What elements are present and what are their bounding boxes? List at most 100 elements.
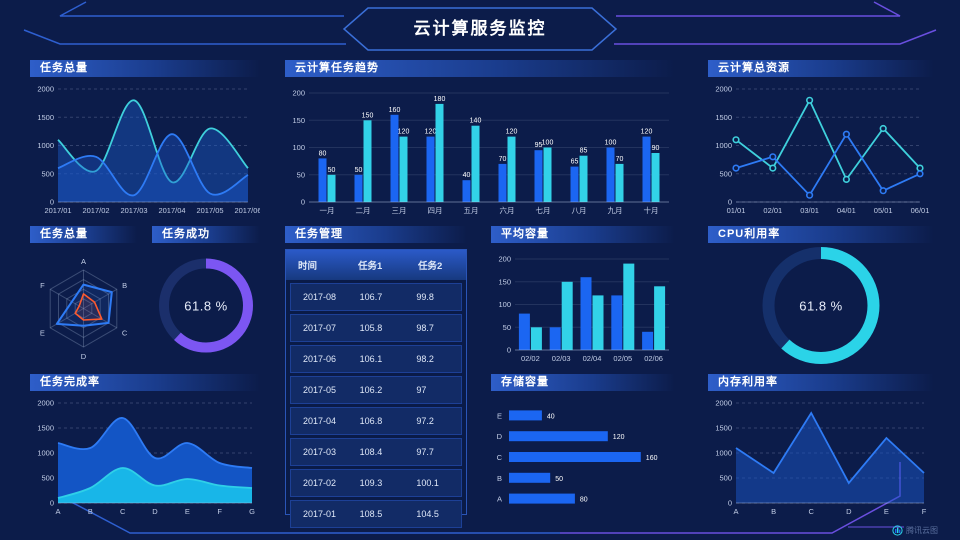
svg-text:100: 100: [605, 140, 617, 147]
svg-text:0: 0: [50, 198, 54, 207]
svg-text:2017/02: 2017/02: [82, 206, 109, 215]
panel-title: 平均容量: [491, 226, 675, 243]
svg-text:F: F: [217, 507, 222, 516]
svg-text:500: 500: [41, 474, 54, 483]
table-cell: 2017-08: [303, 292, 337, 302]
svg-text:50: 50: [328, 167, 336, 174]
svg-text:四月: 四月: [428, 206, 443, 215]
svg-text:1500: 1500: [37, 424, 54, 433]
svg-text:九月: 九月: [608, 206, 623, 215]
table-cell: 2017-04: [303, 416, 337, 426]
panel-title: 任务总量: [30, 226, 137, 243]
table-cell: 2017-03: [303, 447, 337, 457]
svg-text:40: 40: [547, 413, 555, 420]
cloud-task-trend-chart[interactable]: 0 50 100 150 200 一月 80 50 二月 50 150 三月 160 120 四月 120 18…: [285, 81, 675, 216]
table-header-row: 时间 任务1 任务2: [286, 250, 466, 280]
svg-text:C: C: [120, 507, 126, 516]
svg-text:C: C: [497, 453, 503, 462]
task-total-radar-chart[interactable]: A B C D E F: [30, 247, 137, 366]
task-success-donut[interactable]: 61.8 %: [152, 245, 260, 366]
cpu-usage-donut[interactable]: 61.8 %: [708, 245, 934, 366]
panel-cloud-total-resources: 云计算总资源 0 500 1000 1500 2000 01/01 02/01 03/01 04…: [708, 60, 934, 216]
svg-text:140: 140: [470, 118, 482, 125]
svg-text:C: C: [808, 507, 814, 516]
storage-capacity-chart[interactable]: E 40 D 120 C 160 B 50 A 80: [491, 395, 675, 517]
svg-text:02/04: 02/04: [583, 354, 602, 363]
svg-text:120: 120: [506, 129, 518, 136]
svg-text:02/01: 02/01: [763, 206, 782, 215]
svg-text:100: 100: [292, 143, 305, 152]
panel-task-total-line: 任务总量 0 500 1000 1500 2000 2017/01 2017/02 2017/…: [30, 60, 262, 216]
watermark: 腾讯云图: [892, 525, 938, 536]
svg-text:120: 120: [613, 434, 625, 441]
table-cell: 99.8: [416, 292, 434, 302]
svg-text:2017/04: 2017/04: [158, 206, 185, 215]
table-row[interactable]: 2017-05 106.2 97: [290, 376, 462, 404]
svg-text:0: 0: [301, 198, 305, 207]
table-row[interactable]: 2017-08 106.7 99.8: [290, 283, 462, 311]
table-cell: 2017-01: [303, 509, 337, 519]
svg-text:150: 150: [498, 277, 511, 286]
svg-text:B: B: [88, 507, 93, 516]
watermark-logo-icon: [892, 525, 903, 536]
svg-text:90: 90: [652, 145, 660, 152]
table-cell: 108.4: [359, 447, 383, 457]
svg-text:F: F: [922, 507, 927, 516]
table-cell: 97.7: [416, 447, 434, 457]
svg-text:150: 150: [362, 112, 374, 119]
svg-text:0: 0: [728, 198, 732, 207]
panel-title: CPU利用率: [708, 226, 934, 243]
table-cell: 2017-06: [303, 354, 337, 364]
svg-text:200: 200: [498, 255, 511, 264]
cloud-total-resources-chart[interactable]: 0 500 1000 1500 2000 01/01 02/01 03/01 04/01 05/0…: [708, 81, 934, 216]
svg-text:02/02: 02/02: [521, 354, 540, 363]
svg-text:E: E: [185, 507, 190, 516]
svg-text:F: F: [40, 281, 45, 290]
table-header-cell: 时间: [298, 261, 318, 272]
svg-text:0: 0: [507, 346, 511, 355]
table-cell: 104.5: [416, 509, 439, 519]
table-cell: 97.2: [416, 416, 434, 426]
svg-text:95: 95: [535, 142, 543, 149]
table-row[interactable]: 2017-07 105.8 98.7: [290, 314, 462, 342]
svg-text:85: 85: [580, 148, 588, 155]
task-completion-chart[interactable]: 0 500 1000 1500 2000 A B C D E F G: [30, 395, 260, 517]
svg-text:03/01: 03/01: [800, 206, 819, 215]
memory-usage-chart[interactable]: 0 500 1000 1500 2000 A B C D E F: [708, 395, 934, 517]
table-cell: 106.8: [359, 416, 383, 426]
table-cell: 2017-07: [303, 323, 337, 333]
svg-text:2000: 2000: [37, 85, 54, 94]
svg-text:五月: 五月: [464, 206, 479, 215]
panel-task-completion: 任务完成率 0 500 1000 1500 2000 A B C D E F G: [30, 374, 260, 517]
svg-text:80: 80: [580, 497, 588, 504]
svg-text:六月: 六月: [500, 205, 515, 215]
svg-text:50: 50: [555, 476, 563, 483]
svg-text:100: 100: [542, 140, 554, 147]
table-cell: 100.1: [416, 478, 439, 488]
table-header-cell: 任务1: [358, 261, 383, 272]
svg-text:A: A: [81, 257, 86, 266]
watermark-label: 腾讯云图: [906, 526, 938, 535]
table-cell: 106.1: [359, 354, 383, 364]
task-total-line-chart[interactable]: 0 500 1000 1500 2000 2017/01 2017/02 2017/03 201…: [30, 81, 261, 216]
panel-cpu-usage: CPU利用率 61.8 %: [708, 226, 934, 366]
svg-text:65: 65: [571, 159, 579, 166]
panel-memory-usage: 内存利用率 0 500 1000 1500 2000 A B C D E F: [708, 374, 934, 517]
svg-text:2017/06: 2017/06: [234, 206, 260, 215]
table-row[interactable]: 2017-03 108.4 97.7: [290, 438, 462, 466]
svg-text:40: 40: [463, 172, 471, 179]
table-cell: 109.3: [359, 478, 383, 488]
table-row[interactable]: 2017-04 106.8 97.2: [290, 407, 462, 435]
table-cell: 98.7: [416, 323, 434, 333]
svg-text:2000: 2000: [715, 85, 732, 94]
svg-text:A: A: [733, 507, 738, 516]
table-row[interactable]: 2017-02 109.3 100.1: [290, 469, 462, 497]
table-row[interactable]: 2017-06 106.1 98.2: [290, 345, 462, 373]
svg-text:D: D: [81, 352, 87, 361]
svg-text:E: E: [884, 507, 889, 516]
svg-text:1500: 1500: [37, 113, 54, 122]
avg-capacity-chart[interactable]: 0 50 100 150 200 02/02 02/03 02/04 02/05 02/06: [491, 247, 675, 364]
svg-text:0: 0: [728, 499, 732, 508]
table-cell: 106.7: [359, 292, 383, 302]
table-row[interactable]: 2017-01 108.5 104.5: [290, 500, 462, 528]
